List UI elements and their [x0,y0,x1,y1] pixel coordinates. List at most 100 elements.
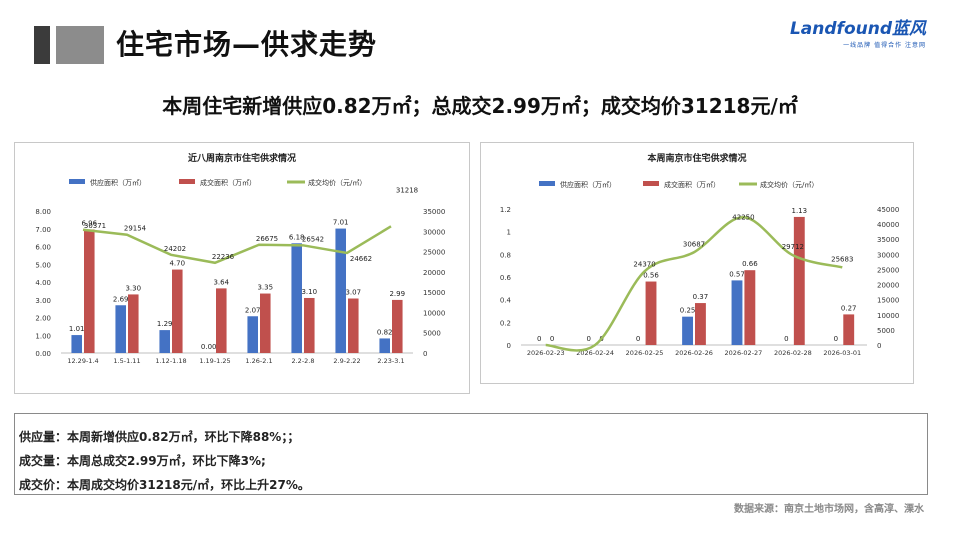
y-right-tick: 15000 [423,289,445,297]
bar-label-1: 0 [550,335,554,343]
x-tick-label: 2.9-2.22 [333,357,360,365]
price-line [82,225,392,265]
bar-0 [335,228,346,353]
y-left-tick: 0.6 [500,274,512,282]
bar-label-0: 0 [537,335,541,343]
bar-1 [645,281,657,345]
x-tick-label: 2026-02-28 [774,349,812,357]
bar-0 [71,335,82,353]
legend-swatch-1 [179,179,195,184]
y-right-tick: 40000 [877,221,899,229]
y-left-tick: 6.00 [35,244,51,252]
y-right-tick: 25000 [423,249,445,257]
x-tick-label: 1.12-1.18 [155,357,186,365]
weekly-headline: 本周住宅新增供应0.82万㎡；总成交2.99万㎡；成交均价31218元/㎡ [162,94,798,118]
x-tick-label: 2026-03-01 [823,349,861,357]
y-left-tick: 7.00 [35,226,51,234]
legend-label-2: 成交均价（元/㎡） [760,180,818,189]
y-left-tick: 3.00 [35,297,51,305]
bar-1 [216,288,227,353]
y-right-tick: 10000 [423,309,445,317]
legend-swatch-1 [643,181,659,186]
bar-label-0: 1.01 [69,325,85,333]
data-source: 数据来源：南京土地市场网，含高淳、溧水 [734,504,924,515]
y-left-tick: 0.2 [500,319,511,327]
x-tick-label: 12.29-1.4 [67,357,98,365]
bar-label-1: 0.27 [841,304,857,312]
line-label: 30371 [84,222,106,230]
bar-0 [731,280,743,345]
bar-label-1: 0.66 [742,260,758,268]
bar-0 [159,330,170,353]
line-label: 26542 [302,235,324,243]
eight-week-chart: 近八周南京市住宅供求情况 供应面积（万㎡） 成交面积（万㎡） 成交均价（元/㎡） 0.0… [14,142,470,394]
x-tick-label: 2026-02-27 [725,349,763,357]
x-tick-label: 1.26-2.1 [245,357,272,365]
line-label: 24370 [633,260,655,268]
y-right-tick: 30000 [877,251,899,259]
bar-label-0: 0.25 [680,307,696,315]
bar-label-1: 6.96 [81,219,97,227]
bar-label-1: 3.35 [257,284,273,292]
bar-label-1: 3.10 [301,288,317,296]
y-right-tick: 35000 [423,208,445,216]
bar-1 [392,299,403,353]
line-label: 42250 [732,213,754,221]
bar-label-0: 7.01 [333,219,349,227]
x-tick-label: 1.19-1.25 [199,357,230,365]
bar-0 [682,316,693,345]
y-right-tick: 30000 [423,228,445,236]
y-right-tick: 20000 [423,269,445,277]
x-tick-label: 2026-02-24 [576,349,614,357]
bar-1 [304,297,315,353]
bar-label-1: 4.70 [169,260,185,268]
bar-1 [843,314,855,345]
bar-0 [291,243,302,353]
bar-label-0: 2.07 [245,306,261,314]
y-left-tick: 5.00 [35,261,51,269]
line-label: 29154 [124,225,147,233]
bar-1 [348,298,359,353]
y-left-tick: 0.00 [35,350,51,358]
title-accent-grey [56,26,104,64]
x-tick-label: 2.23-3.1 [377,357,404,365]
brand-logo: Landfound蓝风 一线品牌 值得合作 注意网 [790,14,926,49]
x-tick-label: 2026-02-26 [675,349,713,357]
x-tick-label: 2026-02-23 [527,349,565,357]
chart-title: 本周南京市住宅供求情况 [647,152,746,164]
line-label: 29712 [782,243,804,251]
bar-0 [247,316,258,353]
bar-label-0: 0 [834,335,838,343]
bar-0 [379,338,390,353]
page-title: 住宅市场—供求走势 [116,28,378,61]
bar-label-1: 3.30 [125,284,141,292]
summary-deal: 成交量：本周总成交2.99万㎡，环比下降3%; [19,454,266,468]
summary-price: 成交价：本周成交均价31218元/㎡，环比上升27%。 [19,478,310,492]
summary-box: 供应量：本周新增供应0.82万㎡，环比下降88%；； 成交量：本周总成交2.99… [14,413,928,495]
bar-label-0: 0.00 [201,343,217,351]
y-right-tick: 25000 [877,266,899,274]
bar-label-0: 0 [636,335,640,343]
bar-1 [172,269,183,353]
y-left-tick: 1.00 [35,332,51,340]
legend-swatch-0 [69,179,85,184]
bar-1 [260,293,271,353]
bar-0 [115,305,126,353]
y-right-tick: 15000 [877,297,899,305]
bar-label-1: 0.56 [643,272,659,280]
legend-swatch-0 [539,181,555,186]
y-left-tick: 0 [507,342,511,350]
y-right-tick: 45000 [877,206,899,214]
legend-label-0: 供应面积（万㎡） [90,178,146,187]
legend-label-1: 成交面积（万㎡） [200,178,256,187]
chart-title: 近八周南京市住宅供求情况 [188,152,296,164]
line-label: 24662 [350,255,372,263]
bar-1 [84,229,95,353]
y-right-tick: 20000 [877,282,899,290]
logo-subtitle: 一线品牌 值得合作 注意网 [843,42,926,49]
bar-label-0: 0.57 [729,270,745,278]
y-left-tick: 0.8 [500,251,511,259]
bar-1 [793,216,805,345]
